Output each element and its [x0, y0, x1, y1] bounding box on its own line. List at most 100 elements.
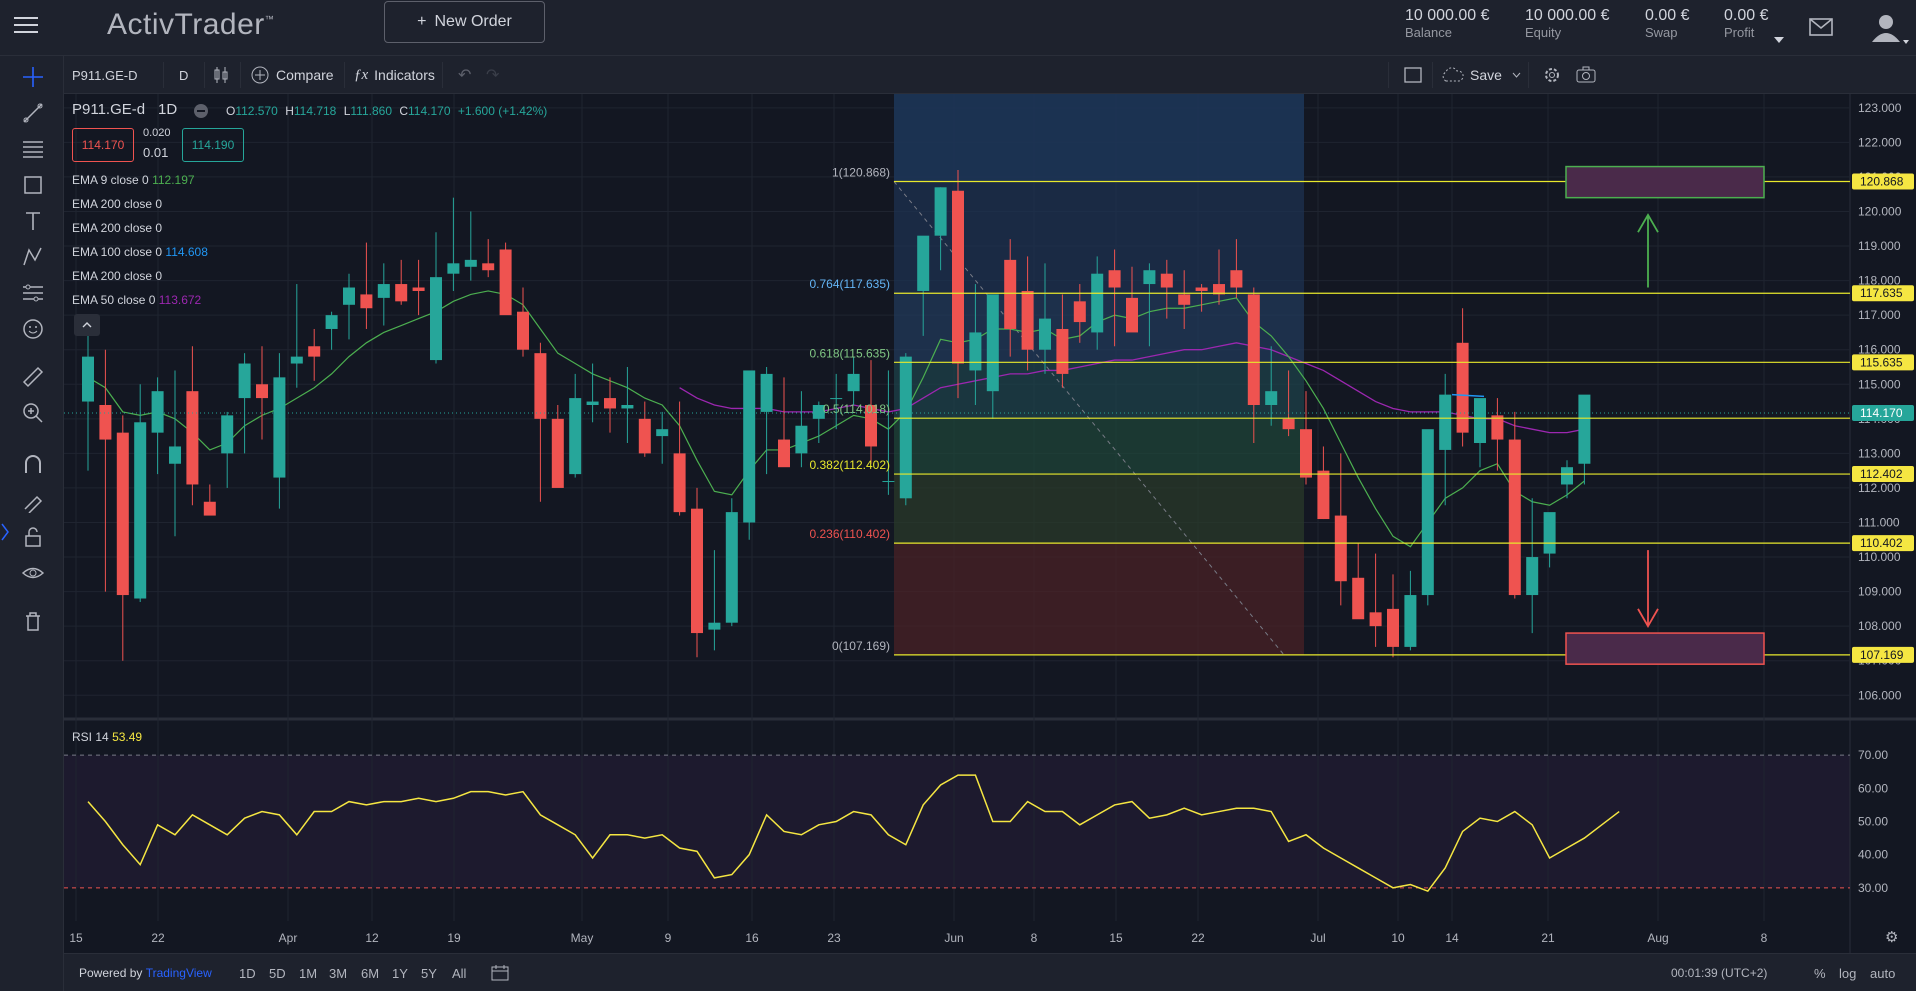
compare-button[interactable]: Compare: [250, 56, 334, 94]
legend-toggle-icon[interactable]: [193, 104, 209, 121]
divider: [240, 62, 241, 88]
horizontal-lines-icon[interactable]: [20, 136, 46, 162]
log-scale-toggle[interactable]: log: [1839, 965, 1857, 981]
crosshair-icon[interactable]: [20, 64, 46, 90]
range-1y[interactable]: 1Y: [392, 965, 408, 981]
trash-icon[interactable]: [20, 608, 46, 634]
goto-date-icon[interactable]: [491, 954, 509, 991]
fib-level-label: 0.5(114.018): [823, 402, 890, 416]
candle-body: [1108, 270, 1121, 288]
candle-body: [899, 356, 912, 499]
range-1m[interactable]: 1M: [299, 965, 318, 981]
range-5d[interactable]: 5D: [269, 965, 286, 981]
rsi-label: RSI: [72, 730, 93, 744]
fullscreen-icon[interactable]: [1404, 56, 1422, 94]
candles-type-icon[interactable]: [212, 56, 230, 94]
chevron-down-icon[interactable]: [1774, 30, 1784, 48]
candle-body: [1213, 284, 1225, 295]
candle-body: [377, 284, 390, 298]
magnet-icon[interactable]: [20, 452, 46, 478]
user-avatar-icon[interactable]: [1870, 10, 1910, 51]
range-3m[interactable]: 3M: [329, 965, 348, 981]
candle-body: [569, 398, 582, 475]
high-label: H: [285, 104, 294, 118]
collapse-legend-icon[interactable]: [74, 314, 100, 336]
candle-body: [673, 453, 686, 513]
candle-body: [186, 391, 199, 485]
fib-zone: [894, 543, 1304, 655]
rectangle-icon[interactable]: [20, 172, 46, 198]
profit-dropdown[interactable]: 0.00 € Profit: [1724, 7, 1768, 40]
equity-stat: 10 000.00 € Equity: [1525, 7, 1610, 40]
text-icon[interactable]: [20, 208, 46, 234]
fib-level-label: 1(120.868): [832, 165, 890, 179]
price-chart[interactable]: 123.000122.000121.000120.000119.000118.0…: [64, 94, 1916, 953]
eye-icon[interactable]: [20, 560, 46, 586]
mail-icon[interactable]: [1809, 18, 1833, 41]
logo-trademark: ™: [264, 14, 275, 24]
pattern-icon[interactable]: [20, 244, 46, 270]
time-tick: May: [571, 931, 594, 945]
expand-panel-icon[interactable]: [0, 522, 10, 547]
percent-scale-toggle[interactable]: %: [1814, 965, 1826, 981]
buy-price-button[interactable]: 114.190: [182, 128, 244, 162]
symbol-search[interactable]: P911.GE-D: [72, 67, 138, 83]
time-tick: 21: [1541, 931, 1555, 945]
candle-body: [343, 287, 355, 305]
candle-body: [638, 418, 651, 454]
time-tick: 23: [827, 931, 841, 945]
undo-icon[interactable]: ↶: [458, 67, 472, 84]
app-logo: ActivTrader™: [107, 8, 274, 42]
range-5y[interactable]: 5Y: [421, 965, 437, 981]
target-box-down: [1565, 632, 1765, 665]
fib-tools-icon[interactable]: [20, 280, 46, 306]
ruler-icon[interactable]: [20, 364, 46, 390]
price-tick: 110.000: [1858, 550, 1901, 564]
candle-body: [586, 401, 599, 405]
ema-legend-row: EMA 50 close 0 113.672: [72, 293, 201, 307]
lock-icon[interactable]: [20, 524, 46, 550]
candle-body: [325, 315, 338, 329]
interval-selector[interactable]: D: [179, 67, 189, 83]
balance-stat: 10 000.00 € Balance: [1405, 7, 1490, 40]
indicators-button[interactable]: ƒx Indicators: [354, 56, 435, 94]
camera-icon[interactable]: [1576, 56, 1596, 94]
candle-body: [778, 439, 790, 468]
trend-line-icon[interactable]: [20, 100, 46, 126]
candle-body: [1456, 342, 1469, 433]
candle-body: [447, 263, 460, 274]
clock-display[interactable]: 00:01:39 (UTC+2): [1671, 966, 1768, 980]
redo-icon[interactable]: ↷: [486, 67, 500, 84]
tradingview-link[interactable]: TradingView: [145, 966, 212, 980]
range-all[interactable]: All: [452, 965, 467, 981]
range-1d[interactable]: 1D: [239, 965, 256, 981]
close-label: C: [399, 104, 409, 118]
compare-label: Compare: [276, 67, 334, 83]
save-button[interactable]: Save: [1440, 56, 1521, 94]
ema-label: EMA 50 close 0: [72, 293, 156, 307]
auto-scale-toggle[interactable]: auto: [1870, 965, 1896, 981]
candle-body: [795, 425, 808, 454]
rsi-tick: 70.00: [1858, 748, 1888, 762]
ema-legend-row: EMA 9 close 0 112.197: [72, 173, 195, 187]
settings-gear-icon[interactable]: [1542, 56, 1562, 94]
range-6m[interactable]: 6M: [361, 965, 380, 981]
price-tick: 119.000: [1858, 239, 1901, 253]
emoji-icon[interactable]: [20, 316, 46, 342]
divider: [1528, 62, 1529, 88]
candle-body: [1439, 394, 1452, 450]
target-box-up: [1565, 165, 1765, 199]
new-order-button[interactable]: + New Order: [384, 1, 545, 43]
low-value: 111.860: [350, 104, 392, 118]
time-tick: 14: [1445, 931, 1459, 945]
candle-body: [847, 373, 860, 392]
sell-price-button[interactable]: 114.170: [72, 128, 134, 162]
price-tick: 112.000: [1858, 481, 1901, 495]
price-tick: 120.000: [1858, 204, 1902, 218]
menu-icon[interactable]: [14, 17, 38, 37]
draw-mode-icon[interactable]: [20, 488, 46, 514]
price-tag-text: 112.402: [1860, 467, 1903, 481]
price-tick: 106.000: [1858, 688, 1902, 702]
powered-by-text: Powered by: [79, 966, 146, 980]
zoom-in-icon[interactable]: [20, 400, 46, 426]
